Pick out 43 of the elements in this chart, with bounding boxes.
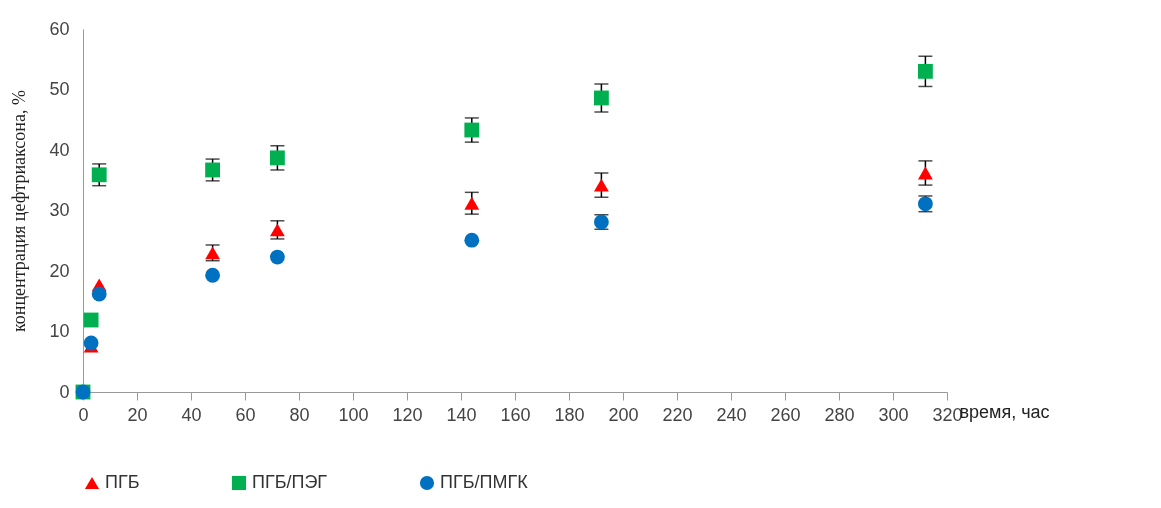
- y-tick-label: 0: [59, 381, 70, 402]
- x-tick-label: 200: [608, 404, 639, 425]
- x-tick-label: 160: [500, 404, 531, 425]
- x-tick-label: 260: [770, 404, 801, 425]
- x-tick-label: 300: [878, 404, 909, 425]
- x-tick-label: 80: [289, 404, 310, 425]
- x-tick-label: 240: [716, 404, 747, 425]
- x-tick-label: 40: [181, 404, 202, 425]
- point: [464, 122, 480, 138]
- point: [917, 166, 933, 180]
- legend-label: ПГБ: [105, 472, 140, 492]
- x-tick-label: 140: [446, 404, 477, 425]
- x-tick-label: 0: [78, 404, 89, 425]
- point: [593, 178, 609, 192]
- x-tick-label: 20: [127, 404, 148, 425]
- point: [464, 196, 480, 210]
- point: [83, 335, 99, 351]
- point: [91, 286, 107, 302]
- x-tick-label: 60: [235, 404, 256, 425]
- x-tick-label: 180: [554, 404, 585, 425]
- point: [91, 167, 107, 183]
- point: [269, 249, 285, 265]
- x-tick-label: 100: [338, 404, 369, 425]
- point: [917, 63, 933, 79]
- point: [83, 312, 99, 328]
- legend-label: ПГБ/ПЭГ: [252, 472, 328, 492]
- x-tick-label: 120: [392, 404, 423, 425]
- y-tick-label: 10: [49, 321, 70, 341]
- x-tick-label: 280: [824, 404, 855, 425]
- y-tick-label: 60: [49, 18, 70, 39]
- y-axis-title: концентрация цефтриаксона, %: [9, 90, 30, 332]
- point: [464, 232, 480, 248]
- point: [593, 90, 609, 106]
- x-tick-label: 220: [662, 404, 693, 425]
- y-tick-label: 20: [49, 260, 70, 281]
- point: [269, 150, 285, 166]
- y-tick-label: 30: [49, 200, 70, 220]
- legend-label: ПГБ/ПМГК: [440, 472, 529, 492]
- point: [205, 267, 221, 283]
- y-tick-label: 40: [49, 139, 70, 160]
- x-axis-title: время, час: [959, 401, 1050, 422]
- y-tick-label: 50: [49, 79, 70, 99]
- point: [205, 162, 221, 178]
